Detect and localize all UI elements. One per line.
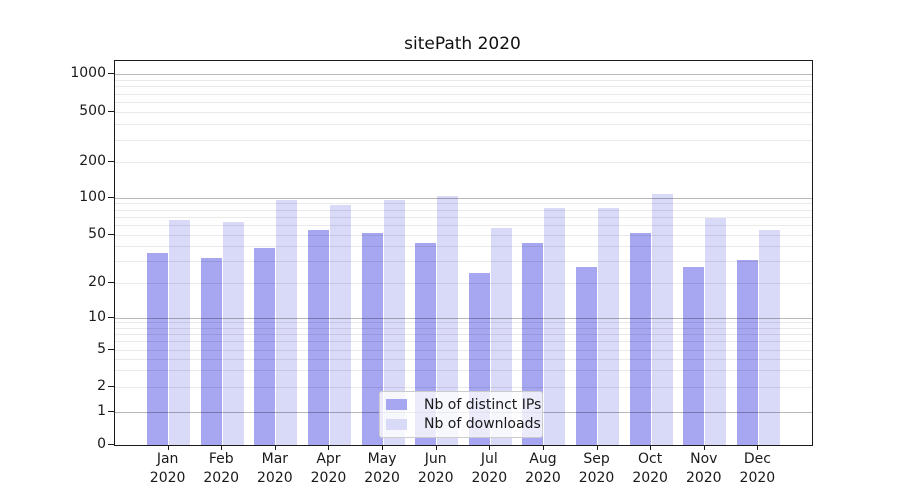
gridline: [115, 102, 812, 104]
y-tick-mark: [108, 161, 114, 162]
plot-area: [114, 60, 813, 446]
bar-mar-downloads: [276, 199, 298, 445]
x-tick-label-nov: Nov 2020: [685, 451, 722, 486]
gridline: [115, 124, 812, 126]
x-tick-mark: [489, 445, 491, 450]
y-tick-mark: [108, 348, 114, 350]
bar-nov-downloads: [705, 218, 727, 445]
gridline: [115, 203, 812, 205]
gridline: [115, 197, 812, 199]
x-tick-mark: [650, 445, 652, 450]
y-tick-label: 500: [79, 103, 106, 119]
x-tick-label-jan: Jan 2020: [149, 451, 186, 486]
legend-label: Nb of downloads: [424, 416, 541, 433]
y-tick-mark: [108, 111, 114, 112]
y-tick-label: 100: [79, 188, 106, 205]
gridline: [115, 74, 812, 76]
x-tick-label-apr: Apr 2020: [310, 451, 347, 486]
bar-nov-distinct-ips: [683, 266, 705, 445]
x-tick-mark: [167, 445, 169, 450]
gridline: [115, 80, 812, 82]
legend-swatch-distinct-ips-icon: [386, 399, 407, 411]
y-tick-label: 5: [97, 340, 106, 357]
y-tick-mark: [108, 386, 114, 387]
x-tick-mark: [703, 445, 705, 450]
legend-label: Nb of distinct IPs: [424, 396, 542, 413]
bar-oct-distinct-ips: [629, 232, 651, 445]
x-tick-mark: [382, 445, 384, 450]
y-tick-mark: [108, 73, 114, 75]
bar-apr-distinct-ips: [307, 229, 329, 445]
x-tick-label-dec: Dec 2020: [739, 451, 776, 486]
bar-jun-downloads: [437, 196, 459, 445]
y-tick-label: 10: [88, 308, 106, 325]
bar-dec-distinct-ips: [736, 259, 758, 445]
x-tick-mark: [221, 445, 223, 450]
bar-feb-distinct-ips: [200, 258, 222, 445]
x-tick-mark: [596, 445, 598, 450]
x-tick-label-jun: Jun 2020: [417, 451, 454, 486]
y-tick-label: 200: [79, 153, 106, 169]
y-tick-label: 1000: [70, 65, 106, 82]
x-tick-label-oct: Oct 2020: [632, 451, 668, 486]
y-tick-label: 0: [97, 436, 106, 452]
x-tick-label-may: May 2020: [364, 451, 400, 486]
y-tick-mark: [108, 316, 114, 318]
y-tick-label: 50: [88, 225, 106, 242]
bar-feb-downloads: [222, 221, 244, 445]
bar-sep-downloads: [598, 208, 620, 445]
bar-dec-downloads: [758, 229, 780, 445]
y-tick-mark: [108, 281, 114, 283]
x-tick-label-sep: Sep 2020: [578, 451, 615, 486]
y-tick-label: 2: [97, 378, 106, 394]
y-tick-mark: [108, 444, 114, 445]
bar-may-distinct-ips: [361, 232, 383, 445]
gridline: [115, 209, 812, 211]
bar-sep-distinct-ips: [576, 266, 598, 445]
bar-oct-downloads: [651, 193, 673, 445]
gridline: [115, 162, 812, 163]
x-tick-mark: [757, 445, 759, 450]
y-tick-label: 1: [97, 402, 106, 419]
y-tick-label: 20: [88, 273, 106, 290]
legend-item-distinct-ips: Nb of distinct IPs: [386, 395, 541, 415]
y-tick-mark: [108, 233, 114, 235]
chart-title: sitePath 2020: [404, 34, 521, 54]
bar-aug-downloads: [544, 208, 566, 445]
x-tick-mark: [328, 445, 330, 450]
bar-may-downloads: [383, 199, 405, 445]
x-tick-mark: [542, 445, 544, 450]
gridline: [115, 93, 812, 95]
y-tick-mark: [108, 196, 114, 198]
bar-jul-downloads: [490, 227, 512, 445]
y-tick-mark: [108, 410, 114, 412]
x-tick-label-feb: Feb 2020: [203, 451, 240, 486]
x-tick-label-jul: Jul 2020: [471, 451, 508, 486]
bar-apr-downloads: [329, 204, 351, 445]
gridline: [115, 86, 812, 88]
legend-swatch-downloads-icon: [386, 418, 407, 430]
bar-jan-downloads: [169, 219, 191, 445]
bar-jan-distinct-ips: [147, 253, 169, 445]
x-tick-label-aug: Aug 2020: [525, 451, 561, 486]
x-tick-mark: [435, 445, 437, 450]
x-tick-label-mar: Mar 2020: [257, 451, 293, 486]
legend: Nb of distinct IPs Nb of downloads: [379, 391, 543, 438]
gridline: [115, 139, 812, 141]
legend-item-downloads: Nb of downloads: [386, 415, 541, 435]
bar-mar-distinct-ips: [254, 247, 276, 445]
gridline: [115, 112, 812, 113]
x-tick-mark: [274, 445, 276, 450]
